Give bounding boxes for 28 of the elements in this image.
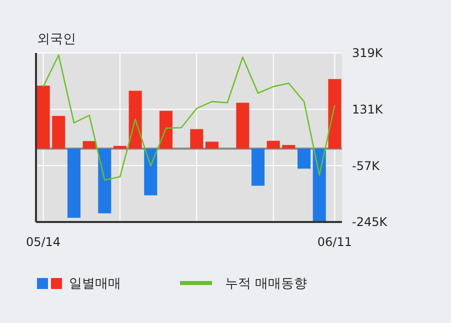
bar xyxy=(36,86,50,149)
bar xyxy=(252,148,265,186)
bar xyxy=(67,148,80,218)
bar xyxy=(52,116,66,149)
bar xyxy=(282,144,296,149)
bar xyxy=(312,148,326,222)
y-tick-label: -57K xyxy=(352,158,381,173)
y-tick-label: 319K xyxy=(352,46,384,60)
legend-label: 일별매매 xyxy=(69,276,121,292)
bar xyxy=(98,148,112,214)
bar xyxy=(205,142,219,149)
bar xyxy=(328,79,342,149)
bar xyxy=(266,140,280,149)
bar xyxy=(159,110,173,149)
bar xyxy=(82,141,96,149)
x-tick-label: 06/11 xyxy=(317,235,352,249)
bar xyxy=(190,129,204,149)
bar xyxy=(298,148,311,169)
bar xyxy=(128,90,142,149)
bar xyxy=(236,102,250,149)
y-tick-label: -245K xyxy=(352,215,388,230)
legend-label: 누적 매매동향 xyxy=(225,276,308,292)
y-tick-label: 131K xyxy=(352,102,384,117)
x-tick-label: 05/14 xyxy=(26,235,61,249)
line-series xyxy=(42,54,336,181)
bar xyxy=(113,146,126,149)
bar xyxy=(144,148,158,196)
chart-title: 외국인 xyxy=(37,32,76,47)
